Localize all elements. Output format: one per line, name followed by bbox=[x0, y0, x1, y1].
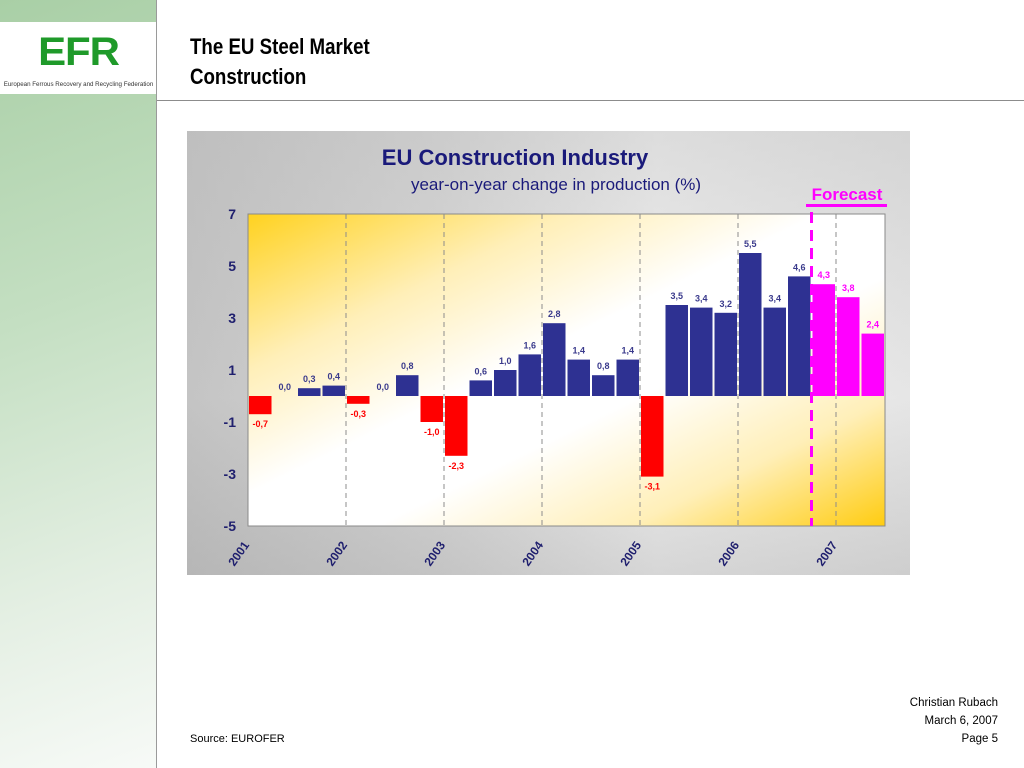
positive-bar bbox=[322, 385, 345, 396]
y-tick-label: -1 bbox=[224, 414, 237, 430]
bar-value-label: 4,6 bbox=[793, 262, 806, 272]
negative-bar bbox=[641, 396, 664, 477]
bar-value-label: 1,6 bbox=[523, 340, 536, 350]
bar-value-label: 2,4 bbox=[866, 320, 879, 330]
bar-value-label: 3,2 bbox=[719, 299, 732, 309]
positive-bar bbox=[518, 354, 541, 396]
forecast-underline bbox=[806, 204, 887, 207]
y-tick-label: -3 bbox=[224, 466, 237, 482]
construction-chart: EU Construction Industry year-on-year ch… bbox=[224, 145, 887, 569]
positive-bar bbox=[396, 375, 419, 396]
bar-value-label: 0,3 bbox=[303, 374, 316, 384]
y-tick-label: -5 bbox=[224, 518, 237, 534]
bar-value-label: -2,3 bbox=[448, 461, 464, 471]
footer-date: March 6, 2007 bbox=[924, 715, 998, 727]
positive-bar bbox=[690, 307, 713, 396]
footer-page: Page 5 bbox=[961, 733, 998, 745]
positive-bar bbox=[543, 323, 566, 396]
chart-subtitle: year-on-year change in production (%) bbox=[411, 175, 701, 194]
footer-author: Christian Rubach bbox=[909, 697, 998, 709]
positive-bar bbox=[592, 375, 615, 396]
positive-bar bbox=[788, 276, 811, 396]
chart-panel: EU Construction Industry year-on-year ch… bbox=[187, 131, 910, 575]
bar-value-label: -0,7 bbox=[252, 419, 268, 429]
x-tick-label: 2005 bbox=[617, 538, 644, 568]
logo-text: EFR bbox=[38, 30, 120, 74]
bar-value-label: 3,8 bbox=[842, 283, 855, 293]
forecast-label: Forecast bbox=[812, 185, 883, 204]
header-divider bbox=[157, 100, 1024, 101]
negative-bar bbox=[420, 396, 443, 422]
page-title: The EU Steel Market Construction bbox=[190, 32, 370, 92]
title-line-2: Construction bbox=[190, 64, 307, 89]
y-tick-label: 7 bbox=[228, 206, 236, 222]
x-tick-label: 2003 bbox=[421, 538, 448, 568]
positive-bar bbox=[763, 307, 786, 396]
x-tick-label: 2006 bbox=[715, 538, 742, 568]
positive-bar bbox=[469, 380, 492, 396]
bar-value-label: 0,8 bbox=[401, 361, 414, 371]
bar-value-label: 1,4 bbox=[572, 346, 585, 356]
bar-value-label: -3,1 bbox=[644, 482, 660, 492]
bar-value-label: -0,3 bbox=[350, 409, 366, 419]
positive-bar bbox=[616, 359, 639, 396]
footer-info: Christian Rubach March 6, 2007 Page 5 bbox=[910, 694, 998, 748]
sidebar-gradient bbox=[0, 0, 157, 768]
positive-bar bbox=[567, 359, 590, 396]
bar-value-label: 1,4 bbox=[621, 346, 634, 356]
y-tick-label: 3 bbox=[228, 310, 236, 326]
plot-area: 7 5 3 1 -1 -3 -5 2001 2002 2003 2004 2005 2006 2007 -0… bbox=[224, 206, 886, 569]
bar-value-label: 0,4 bbox=[327, 372, 340, 382]
forecast-bar bbox=[837, 297, 860, 396]
forecast-bar bbox=[812, 284, 835, 396]
chart-title: EU Construction Industry bbox=[382, 145, 649, 170]
x-tick-label: 2007 bbox=[813, 538, 840, 568]
bar-value-label: 0,8 bbox=[597, 361, 610, 371]
bar-value-label: 1,0 bbox=[499, 356, 512, 366]
negative-bar bbox=[347, 396, 370, 404]
forecast-bar bbox=[861, 333, 884, 396]
title-line-1: The EU Steel Market bbox=[190, 34, 370, 59]
x-tick-label: 2002 bbox=[323, 538, 350, 568]
bar-value-label: 0,6 bbox=[474, 366, 487, 376]
logo-subtitle: European Ferrous Recovery and Recycling … bbox=[3, 81, 154, 88]
bar-value-label: 3,4 bbox=[695, 294, 708, 304]
negative-bar bbox=[249, 396, 272, 415]
x-tick-label: 2001 bbox=[225, 538, 252, 568]
positive-bar bbox=[714, 312, 737, 396]
positive-bar bbox=[494, 370, 517, 396]
positive-bar bbox=[739, 253, 762, 396]
bar-value-label: 0,0 bbox=[278, 382, 291, 392]
negative-bar bbox=[445, 396, 468, 456]
positive-bar bbox=[298, 388, 321, 396]
positive-bar bbox=[665, 305, 688, 396]
bar-value-label: 3,4 bbox=[768, 294, 781, 304]
bar-value-label: 4,3 bbox=[817, 270, 830, 280]
y-tick-label: 1 bbox=[228, 362, 236, 378]
bar-value-label: 3,5 bbox=[670, 291, 683, 301]
source-note: Source: EUROFER bbox=[190, 733, 285, 745]
x-tick-label: 2004 bbox=[519, 538, 546, 568]
efr-logo: EFR European Ferrous Recovery and Recycl… bbox=[0, 22, 157, 94]
bar-value-label: 5,5 bbox=[744, 239, 757, 249]
y-tick-label: 5 bbox=[228, 258, 236, 274]
bar-value-label: 0,0 bbox=[376, 382, 389, 392]
bar-value-label: 2,8 bbox=[548, 309, 561, 319]
bar-value-label: -1,0 bbox=[424, 427, 440, 437]
